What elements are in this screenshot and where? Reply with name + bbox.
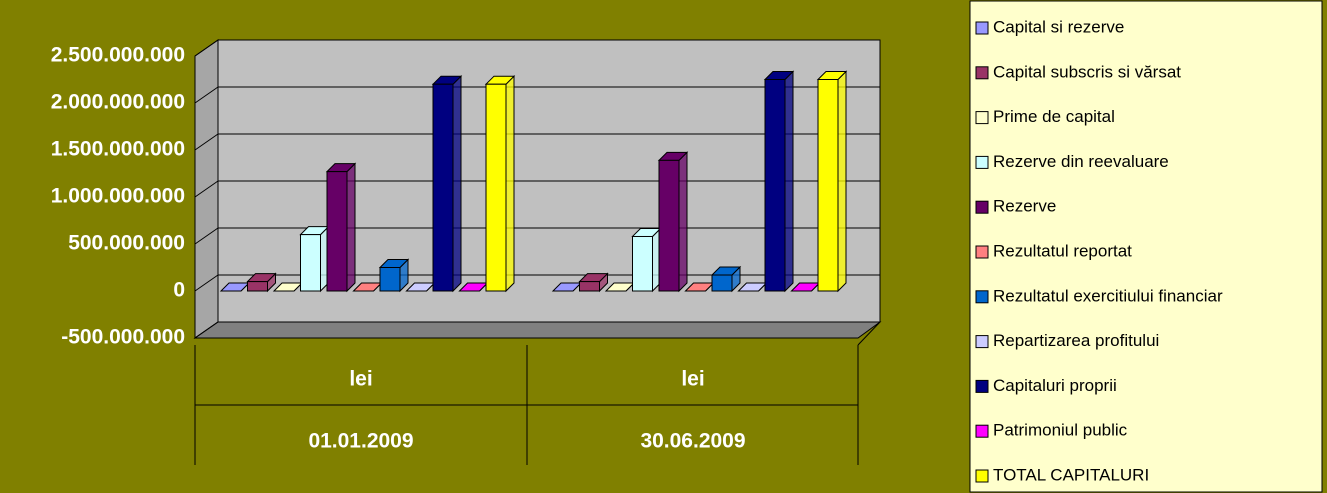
bar-side	[678, 151, 688, 293]
grid-line	[194, 180, 219, 198]
y-tick-label: 1.500.000.000	[51, 138, 185, 161]
grid-line	[194, 227, 219, 245]
bar-side	[346, 162, 356, 293]
bar	[247, 281, 268, 292]
legend-swatch	[975, 200, 989, 214]
legend-swatch	[975, 290, 989, 304]
legend-label: Rezultatul exercitiului financiar	[993, 286, 1223, 305]
floor	[193, 321, 882, 339]
legend	[969, 0, 1323, 493]
legend-swatch	[975, 21, 989, 35]
legend-label: Capitaluri proprii	[993, 376, 1117, 395]
grid-line	[194, 321, 219, 339]
bar	[432, 83, 454, 292]
legend-label: Rezerve din reevaluare	[993, 152, 1169, 171]
bar	[817, 79, 839, 292]
bar	[764, 79, 786, 292]
x-tick-label: 30.06.2009	[640, 430, 745, 453]
legend-label: Rezultatul reportat	[993, 241, 1132, 260]
legend-swatch	[975, 469, 989, 483]
grid-line	[194, 39, 219, 57]
grid-line	[194, 133, 219, 151]
bar	[379, 267, 401, 292]
legend-label: TOTAL CAPITALURI	[993, 465, 1149, 484]
bar-side	[452, 74, 462, 293]
y-tick-label: 1.000.000.000	[51, 185, 185, 208]
legend-label: Rezerve	[993, 197, 1056, 216]
y-tick-label: 0	[173, 279, 185, 302]
legend-swatch	[975, 155, 989, 169]
legend-swatch	[975, 424, 989, 438]
bar	[658, 159, 680, 292]
bar	[485, 83, 507, 292]
x-tick-label: lei	[681, 368, 704, 391]
grid-line	[194, 274, 219, 292]
floor-edge	[857, 321, 881, 346]
legend-label: Prime de capital	[993, 107, 1115, 126]
bar	[326, 171, 348, 292]
legend-label: Capital si rezerve	[993, 17, 1124, 36]
x-tick-label: lei	[349, 368, 372, 391]
y-tick-label: -500.000.000	[61, 326, 185, 349]
bar	[300, 234, 321, 292]
y-tick-label: 500.000.000	[68, 232, 185, 255]
bar	[711, 274, 733, 292]
grid-line	[194, 86, 219, 104]
y-tick-label: 2.500.000.000	[51, 44, 185, 67]
legend-swatch	[975, 245, 989, 259]
x-tick-label: 01.01.2009	[308, 430, 413, 453]
legend-swatch	[975, 111, 989, 125]
bar	[579, 281, 600, 292]
bar	[632, 235, 653, 292]
bar-side	[784, 70, 794, 293]
legend-swatch	[975, 379, 989, 393]
legend-swatch	[975, 66, 989, 80]
y-tick-label: 2.000.000.000	[51, 91, 185, 114]
bar-side	[837, 70, 847, 293]
legend-label: Patrimoniul public	[993, 421, 1128, 440]
bar-side	[505, 74, 515, 293]
legend-swatch	[975, 335, 989, 349]
legend-label: Capital subscris si vărsat	[993, 62, 1181, 81]
legend-label: Repartizarea profitului	[993, 331, 1159, 350]
